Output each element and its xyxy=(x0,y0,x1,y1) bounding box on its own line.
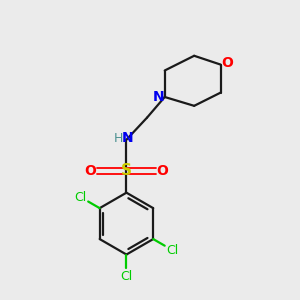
Text: N: N xyxy=(122,131,134,145)
Text: S: S xyxy=(121,163,132,178)
Text: Cl: Cl xyxy=(120,270,133,283)
Text: N: N xyxy=(153,90,165,104)
Text: O: O xyxy=(85,164,97,178)
Text: Cl: Cl xyxy=(74,190,87,204)
Text: H: H xyxy=(113,132,123,145)
Text: O: O xyxy=(221,56,233,70)
Text: O: O xyxy=(156,164,168,178)
Text: Cl: Cl xyxy=(166,244,178,256)
